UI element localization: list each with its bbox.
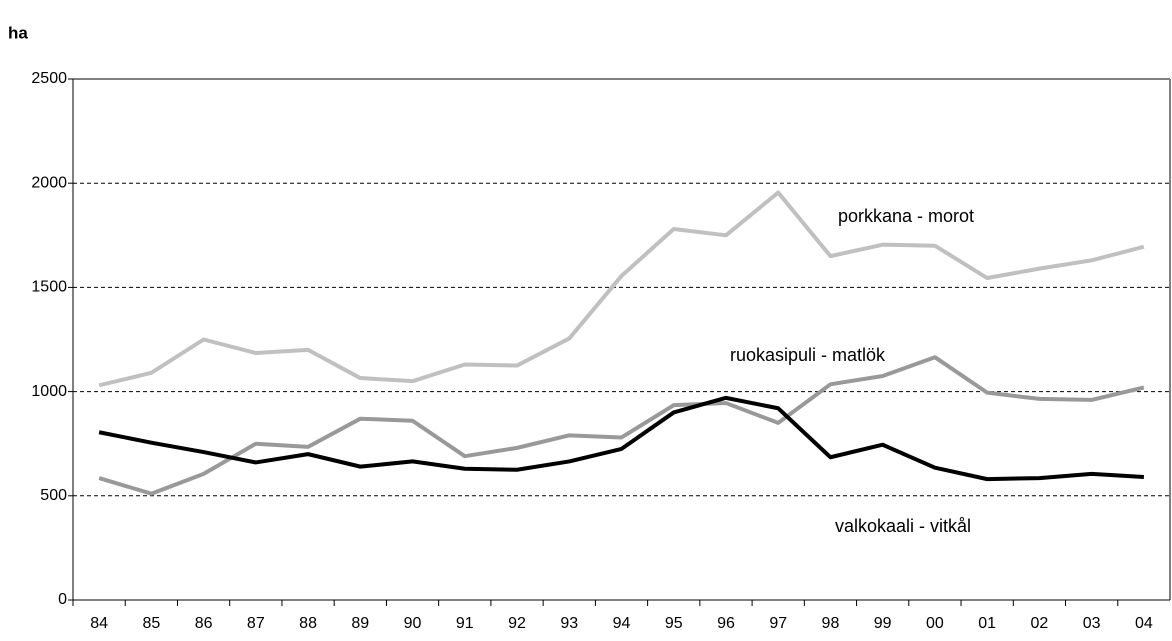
x-tick-label: 95: [665, 615, 683, 632]
x-tick-label: 98: [822, 615, 840, 632]
series-label: porkkana - morot: [838, 206, 974, 226]
y-tick-label: 500: [40, 487, 67, 504]
x-tick-label: 04: [1135, 615, 1153, 632]
y-tick-label: 0: [58, 591, 67, 608]
x-tick-label: 94: [613, 615, 631, 632]
x-tick-label: 90: [404, 615, 422, 632]
x-tick-label: 85: [142, 615, 160, 632]
x-tick-label: 99: [874, 615, 892, 632]
y-tick-label: 2500: [31, 70, 67, 87]
x-tick-label: 89: [351, 615, 369, 632]
x-tick-label: 87: [247, 615, 265, 632]
x-tick-label: 01: [978, 615, 996, 632]
x-tick-label: 92: [508, 615, 526, 632]
x-tick-label: 91: [456, 615, 474, 632]
y-tick-label: 1500: [31, 279, 67, 296]
y-tick-label: 2000: [31, 174, 67, 191]
series-label: valkokaali - vitkål: [835, 516, 971, 536]
y-tick-label: 1000: [31, 383, 67, 400]
y-axis-label: ha: [8, 23, 28, 42]
x-tick-label: 88: [299, 615, 317, 632]
x-tick-label: 86: [195, 615, 213, 632]
series-line: [98, 190, 1145, 388]
series-line: [98, 395, 1144, 482]
series-label: ruokasipuli - matlök: [730, 345, 886, 365]
x-tick-label: 84: [90, 615, 108, 632]
x-tick-label: 97: [769, 615, 787, 632]
series-line: [98, 355, 1145, 496]
x-tick-label: 93: [560, 615, 578, 632]
x-tick-label: 96: [717, 615, 735, 632]
x-tick-label: 03: [1083, 615, 1101, 632]
x-tick-label: 00: [926, 615, 944, 632]
x-tick-label: 02: [1031, 615, 1049, 632]
